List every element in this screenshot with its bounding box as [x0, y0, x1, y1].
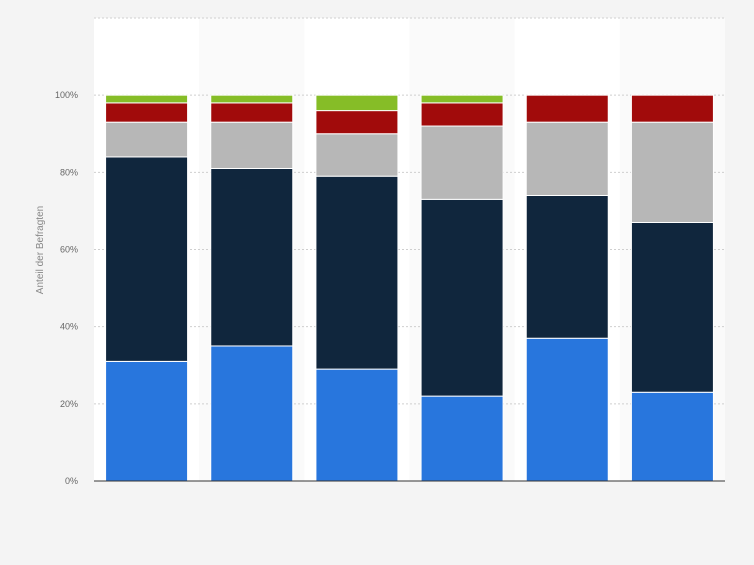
- bar-segment-5-2[interactable]: [630, 121, 714, 223]
- bar-segment-0-1[interactable]: [105, 156, 189, 362]
- bar-segment-1-2[interactable]: [210, 121, 294, 169]
- gridlines: [94, 17, 725, 405]
- bar-segment-3-3[interactable]: [420, 102, 504, 127]
- bar-segment-1-0[interactable]: [210, 345, 294, 482]
- bars: [105, 94, 714, 482]
- y-tick-label: 40%: [60, 322, 78, 332]
- y-tick-label: 0%: [65, 476, 78, 486]
- bar-segment-1-1[interactable]: [210, 167, 294, 347]
- bar-segment-1-3[interactable]: [210, 102, 294, 123]
- y-tick-labels: 0% 20% 40% 60% 80% 100%: [55, 90, 78, 486]
- bar-segment-2-3[interactable]: [315, 110, 399, 135]
- bar-segment-1-4[interactable]: [210, 94, 294, 104]
- bar-segment-2-1[interactable]: [315, 175, 399, 370]
- bar-segment-0-0[interactable]: [105, 360, 189, 482]
- bar-segment-0-4[interactable]: [105, 94, 189, 104]
- y-tick-label: 60%: [60, 245, 78, 255]
- bar-segment-2-4[interactable]: [315, 94, 399, 112]
- bar-segment-2-0[interactable]: [315, 368, 399, 482]
- bar-segment-0-2[interactable]: [105, 121, 189, 158]
- y-tick-label: 100%: [55, 90, 78, 100]
- bar-segment-3-0[interactable]: [420, 395, 504, 482]
- bar-segment-4-0[interactable]: [525, 337, 609, 482]
- bar-segment-4-2[interactable]: [525, 121, 609, 196]
- bar-segment-3-4[interactable]: [420, 94, 504, 104]
- bar-segment-5-0[interactable]: [630, 391, 714, 482]
- bar-segment-0-3[interactable]: [105, 102, 189, 123]
- bar-segment-2-2[interactable]: [315, 133, 399, 177]
- bar-segment-5-1[interactable]: [630, 221, 714, 393]
- y-tick-label: 80%: [60, 167, 78, 177]
- y-axis-label: Anteil der Befragten: [35, 206, 46, 294]
- y-tick-label: 20%: [60, 399, 78, 409]
- bar-segment-3-1[interactable]: [420, 198, 504, 397]
- bar-segment-4-3[interactable]: [525, 94, 609, 123]
- bar-segment-5-3[interactable]: [630, 94, 714, 123]
- bar-segment-4-1[interactable]: [525, 194, 609, 339]
- bar-segment-3-2[interactable]: [420, 125, 504, 200]
